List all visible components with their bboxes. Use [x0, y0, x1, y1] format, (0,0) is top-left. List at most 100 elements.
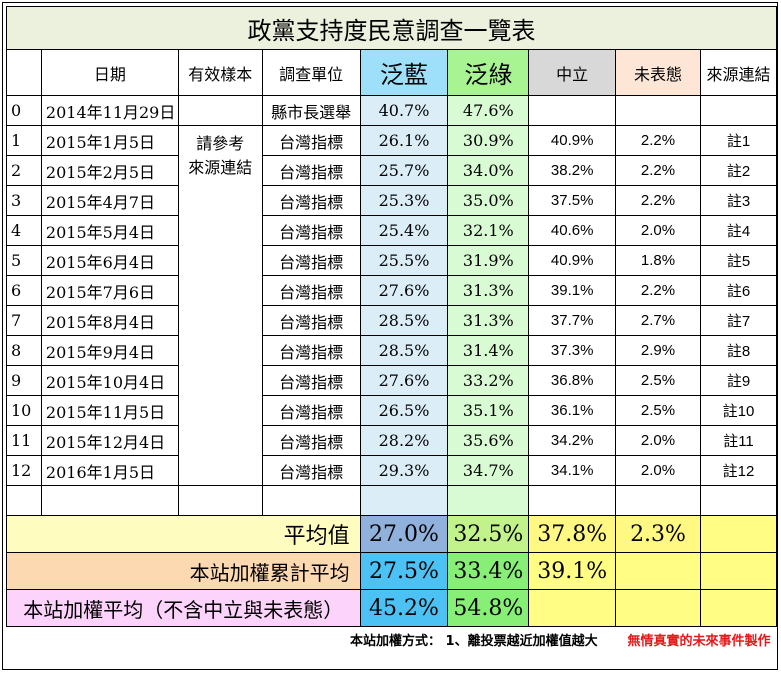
poll-table: 政黨支持度民意調查一覽表 日期 有效樣本 調查單位 泛藍 泛綠 中立 未表態 來…	[6, 6, 778, 651]
row-unit: 台灣指標	[261, 425, 361, 456]
row-green: 35.0%	[447, 185, 530, 216]
row-source-link[interactable]: 註10	[699, 395, 778, 426]
sample-note-line2: 來源連結	[188, 158, 253, 177]
row-index: 0	[6, 95, 42, 126]
summary-weighted-green: 33.4%	[447, 552, 530, 590]
table-row: 3 2015年4月7日 台灣指標 25.3% 35.0% 37.5% 2.2% 註3	[6, 185, 778, 216]
row-blue: 25.4%	[359, 215, 449, 246]
header-sample: 有效樣本	[177, 49, 263, 96]
row-blue: 28.2%	[359, 425, 449, 456]
row-neutral: 36.8%	[528, 365, 617, 396]
summary-avg-label: 平均值	[6, 515, 361, 553]
summary-weighted-label: 本站加權累計平均	[6, 552, 361, 590]
row-source-link[interactable]: 註6	[699, 275, 778, 306]
summary-excl-label: 本站加權平均（不含中立與未表態）	[6, 589, 361, 627]
header-blue: 泛藍	[359, 49, 449, 96]
row-neutral: 34.2%	[528, 425, 617, 456]
row-blue: 26.5%	[359, 395, 449, 426]
table-row: 9 2015年10月4日 台灣指標 27.6% 33.2% 36.8% 2.5% 註9	[6, 365, 778, 396]
row-blue: 40.7%	[359, 95, 449, 126]
summary-excl-row: 本站加權平均（不含中立與未表態） 45.2% 54.8%	[6, 589, 778, 627]
table-row: 5 2015年6月4日 台灣指標 25.5% 31.9% 40.9% 1.8% 註5	[6, 245, 778, 276]
row-index: 5	[6, 245, 42, 276]
row-green: 32.1%	[447, 215, 530, 246]
row-undecided: 2.0%	[615, 455, 701, 486]
row-date: 2015年5月4日	[40, 215, 179, 246]
row-neutral: 37.7%	[528, 305, 617, 336]
row-unit: 台灣指標	[261, 395, 361, 426]
row-source-link[interactable]: 註2	[699, 155, 778, 186]
header-row: 日期 有效樣本 調查單位 泛藍 泛綠 中立 未表態 來源連結	[6, 49, 778, 96]
row-date: 2016年1月5日	[40, 455, 179, 486]
row-unit: 台灣指標	[261, 365, 361, 396]
row-source-link[interactable]: 註1	[699, 125, 778, 156]
row-date: 2015年9月4日	[40, 335, 179, 366]
table-row: 12 2016年1月5日 台灣指標 29.3% 34.7% 34.1% 2.0% 註12	[6, 455, 778, 486]
row-blue: 25.7%	[359, 155, 449, 186]
row-date: 2015年12月4日	[40, 425, 179, 456]
footer-credit: 無情真實的未來事件製作	[627, 633, 771, 649]
row-undecided: 2.7%	[615, 305, 701, 336]
header-date: 日期	[40, 49, 179, 96]
row-unit: 台灣指標	[261, 215, 361, 246]
row-undecided: 2.0%	[615, 425, 701, 456]
row-blue: 28.5%	[359, 335, 449, 366]
row-source-link[interactable]: 註9	[699, 365, 778, 396]
header-source: 來源連結	[699, 49, 778, 96]
row-neutral: 40.6%	[528, 215, 617, 246]
row-source-link[interactable]: 註11	[699, 425, 778, 456]
row-blue: 29.3%	[359, 455, 449, 486]
row-neutral: 38.2%	[528, 155, 617, 186]
row-undecided: 2.2%	[615, 275, 701, 306]
row-source-link[interactable]: 註7	[699, 305, 778, 336]
row-source-link[interactable]: 註3	[699, 185, 778, 216]
row-blue: 25.5%	[359, 245, 449, 276]
row-neutral: 40.9%	[528, 125, 617, 156]
row-date: 2015年10月4日	[40, 365, 179, 396]
header-neutral: 中立	[528, 49, 617, 96]
row-undecided: 2.2%	[615, 185, 701, 216]
row-green: 33.2%	[447, 365, 530, 396]
row-undecided: 2.2%	[615, 155, 701, 186]
row-index: 10	[6, 395, 42, 426]
row-unit: 台灣指標	[261, 185, 361, 216]
row-green: 47.6%	[447, 95, 530, 126]
sample-note-line1: 請參考	[196, 134, 245, 153]
row-source-link[interactable]: 註8	[699, 335, 778, 366]
row-date: 2015年2月5日	[40, 155, 179, 186]
row-green: 35.1%	[447, 395, 530, 426]
summary-weighted-row: 本站加權累計平均 27.5% 33.4% 39.1%	[6, 552, 778, 590]
header-undecided: 未表態	[615, 49, 701, 96]
header-green: 泛綠	[447, 49, 530, 96]
row-source-link	[699, 95, 778, 126]
row-index: 4	[6, 215, 42, 246]
row-sample	[177, 95, 263, 126]
row-green: 31.9%	[447, 245, 530, 276]
table-row: 4 2015年5月4日 台灣指標 25.4% 32.1% 40.6% 2.0% 註4	[6, 215, 778, 246]
blank-row	[6, 485, 778, 516]
row-source-link[interactable]: 註12	[699, 455, 778, 486]
row-index: 12	[6, 455, 42, 486]
row-blue: 27.6%	[359, 275, 449, 306]
row-index: 8	[6, 335, 42, 366]
row-date: 2015年7月6日	[40, 275, 179, 306]
row-date: 2015年1月5日	[40, 125, 179, 156]
table-row: 10 2015年11月5日 台灣指標 26.5% 35.1% 36.1% 2.5% 註10	[6, 395, 778, 426]
sample-note: 請參考 來源連結	[177, 125, 263, 486]
summary-avg-blue: 27.0%	[359, 515, 449, 553]
row-source-link[interactable]: 註4	[699, 215, 778, 246]
row-source-link[interactable]: 註5	[699, 245, 778, 276]
table-row: 7 2015年8月4日 台灣指標 28.5% 31.3% 37.7% 2.7% 註7	[6, 305, 778, 336]
row-green: 34.7%	[447, 455, 530, 486]
row-index: 7	[6, 305, 42, 336]
row-neutral: 36.1%	[528, 395, 617, 426]
row-unit: 台灣指標	[261, 125, 361, 156]
row-unit: 台灣指標	[261, 245, 361, 276]
summary-excl-green: 54.8%	[447, 589, 530, 627]
row-neutral: 37.5%	[528, 185, 617, 216]
row-neutral	[528, 95, 617, 126]
table-row: 2 2015年2月5日 台灣指標 25.7% 34.0% 38.2% 2.2% 註2	[6, 155, 778, 186]
summary-avg-neutral: 37.8%	[528, 515, 617, 553]
row-green: 31.3%	[447, 275, 530, 306]
